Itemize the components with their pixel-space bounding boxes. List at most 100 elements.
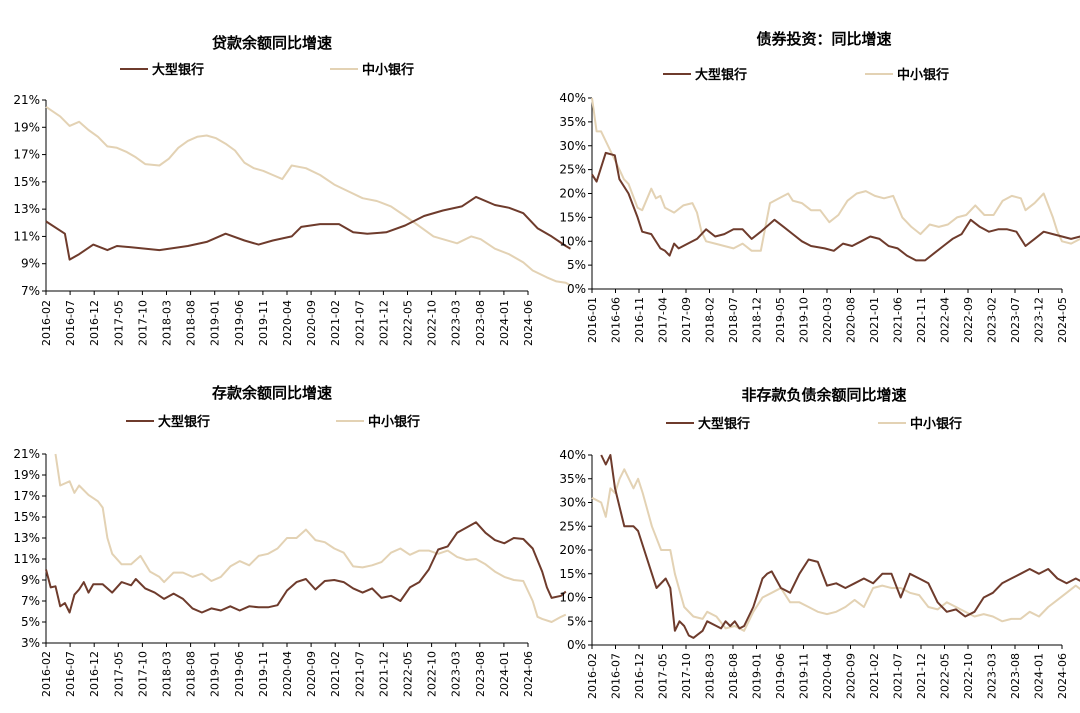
series-line-large bbox=[591, 151, 1080, 262]
x-tick-label: 2021-11 bbox=[915, 297, 928, 343]
x-tick-label: 2020-09 bbox=[305, 651, 318, 697]
x-tick-label: 2019-11 bbox=[257, 651, 270, 697]
y-tick-label: 11% bbox=[13, 229, 40, 243]
y-tick-label: 40% bbox=[559, 91, 586, 105]
x-tick-label: 2019-05 bbox=[774, 297, 787, 343]
x-tick-label: 2017-10 bbox=[136, 300, 149, 346]
x-tick-label: 2019-11 bbox=[798, 653, 811, 699]
x-tick-label: 2018-07 bbox=[727, 297, 740, 343]
x-tick-label: 2021-06 bbox=[892, 297, 905, 343]
y-tick-label: 0% bbox=[567, 282, 586, 296]
x-tick-label: 2024-01 bbox=[498, 651, 511, 697]
y-tick-label: 40% bbox=[559, 448, 586, 462]
y-tick-label: 15% bbox=[559, 210, 586, 224]
x-tick-label: 2022-04 bbox=[939, 297, 952, 343]
x-tick-label: 2023-03 bbox=[450, 300, 463, 346]
y-tick-label: 35% bbox=[559, 115, 586, 129]
x-tick-label: 2017-10 bbox=[680, 653, 693, 699]
x-tick-label: 2019-01 bbox=[751, 653, 764, 699]
x-tick-label: 2023-08 bbox=[474, 300, 487, 346]
y-tick-label: 15% bbox=[13, 510, 40, 524]
y-tick-label: 7% bbox=[21, 284, 40, 298]
x-tick-label: 2016-01 bbox=[586, 297, 599, 343]
chart-title-1: 贷款余额同比增速 bbox=[212, 34, 332, 52]
y-tick-label: 30% bbox=[559, 496, 586, 510]
series-line-small bbox=[591, 468, 1080, 632]
y-tick-label: 21% bbox=[13, 447, 40, 461]
chart-title-4: 非存款负债余额同比增速 bbox=[741, 386, 906, 404]
x-tick-label: 2019-11 bbox=[257, 300, 270, 346]
x-tick-label: 2016-07 bbox=[610, 653, 623, 699]
y-tick-label: 5% bbox=[21, 615, 40, 629]
x-tick-label: 2022-05 bbox=[402, 651, 415, 697]
x-tick-label: 2022-10 bbox=[426, 651, 439, 697]
y-tick-label: 10% bbox=[559, 234, 586, 248]
x-tick-label: 2023-07 bbox=[1009, 297, 1022, 343]
x-tick-label: 2021-07 bbox=[353, 300, 366, 346]
legend-label-large: 大型银行 bbox=[158, 414, 210, 430]
x-tick-label: 2020-08 bbox=[845, 297, 858, 343]
legend-label-large: 大型银行 bbox=[698, 416, 750, 432]
x-tick-label: 2023-03 bbox=[986, 653, 999, 699]
x-tick-label: 2018-03 bbox=[161, 300, 174, 346]
x-tick-label: 2019-06 bbox=[233, 651, 246, 697]
x-tick-label: 2020-04 bbox=[281, 300, 294, 346]
x-tick-label: 2017-04 bbox=[657, 297, 670, 343]
series-line-large bbox=[45, 521, 567, 614]
x-tick-label: 2024-06 bbox=[522, 300, 535, 346]
legend-label-small: 中小银行 bbox=[897, 67, 949, 83]
y-tick-label: 20% bbox=[559, 187, 586, 201]
x-tick-label: 2016-07 bbox=[64, 651, 77, 697]
y-tick-label: 13% bbox=[13, 202, 40, 216]
x-tick-label: 2019-01 bbox=[209, 300, 222, 346]
x-tick-label: 2022-10 bbox=[426, 300, 439, 346]
x-tick-label: 2024-05 bbox=[1056, 297, 1069, 343]
y-tick-label: 17% bbox=[13, 148, 40, 162]
x-tick-label: 2019-01 bbox=[209, 651, 222, 697]
series-line-small bbox=[591, 97, 1080, 252]
x-tick-label: 2021-01 bbox=[868, 297, 881, 343]
x-tick-label: 2016-02 bbox=[40, 300, 53, 346]
y-tick-label: 5% bbox=[567, 614, 586, 628]
x-tick-label: 2024-01 bbox=[1033, 653, 1046, 699]
x-tick-label: 2016-06 bbox=[610, 297, 623, 343]
x-tick-label: 2021-02 bbox=[868, 653, 881, 699]
series-line-large bbox=[600, 454, 1080, 639]
x-tick-label: 2017-05 bbox=[657, 653, 670, 699]
y-tick-label: 25% bbox=[559, 519, 586, 533]
x-tick-label: 2016-02 bbox=[586, 653, 599, 699]
legend-label-small: 中小银行 bbox=[910, 416, 962, 432]
x-tick-label: 2018-08 bbox=[727, 653, 740, 699]
y-tick-label: 13% bbox=[13, 531, 40, 545]
x-tick-label: 2016-02 bbox=[40, 651, 53, 697]
x-tick-label: 2021-12 bbox=[915, 653, 928, 699]
y-tick-label: 5% bbox=[567, 258, 586, 272]
chart-title-2: 债券投资：同比增速 bbox=[756, 30, 891, 48]
x-tick-label: 2024-01 bbox=[498, 300, 511, 346]
x-tick-label: 2021-02 bbox=[329, 300, 342, 346]
x-tick-label: 2022-10 bbox=[962, 653, 975, 699]
series-line-large bbox=[45, 195, 571, 261]
x-tick-label: 2016-12 bbox=[633, 653, 646, 699]
y-tick-label: 9% bbox=[21, 257, 40, 271]
y-tick-label: 0% bbox=[567, 638, 586, 652]
x-tick-label: 2017-10 bbox=[136, 651, 149, 697]
x-tick-label: 2021-02 bbox=[329, 651, 342, 697]
x-tick-label: 2017-09 bbox=[680, 297, 693, 343]
x-tick-label: 2024-06 bbox=[522, 651, 535, 697]
x-tick-label: 2024-06 bbox=[1056, 653, 1069, 699]
x-tick-label: 2018-03 bbox=[704, 653, 717, 699]
legend-label-small: 中小银行 bbox=[368, 414, 420, 430]
x-tick-label: 2023-08 bbox=[1009, 653, 1022, 699]
x-tick-label: 2021-07 bbox=[892, 653, 905, 699]
y-tick-label: 35% bbox=[559, 472, 586, 486]
x-tick-label: 2023-08 bbox=[474, 651, 487, 697]
y-tick-label: 9% bbox=[21, 573, 40, 587]
y-tick-label: 10% bbox=[559, 591, 586, 605]
x-tick-label: 2020-09 bbox=[845, 653, 858, 699]
x-tick-label: 2016-07 bbox=[64, 300, 77, 346]
x-tick-label: 2023-12 bbox=[1033, 297, 1046, 343]
x-tick-label: 2020-09 bbox=[305, 300, 318, 346]
y-tick-label: 25% bbox=[559, 163, 586, 177]
